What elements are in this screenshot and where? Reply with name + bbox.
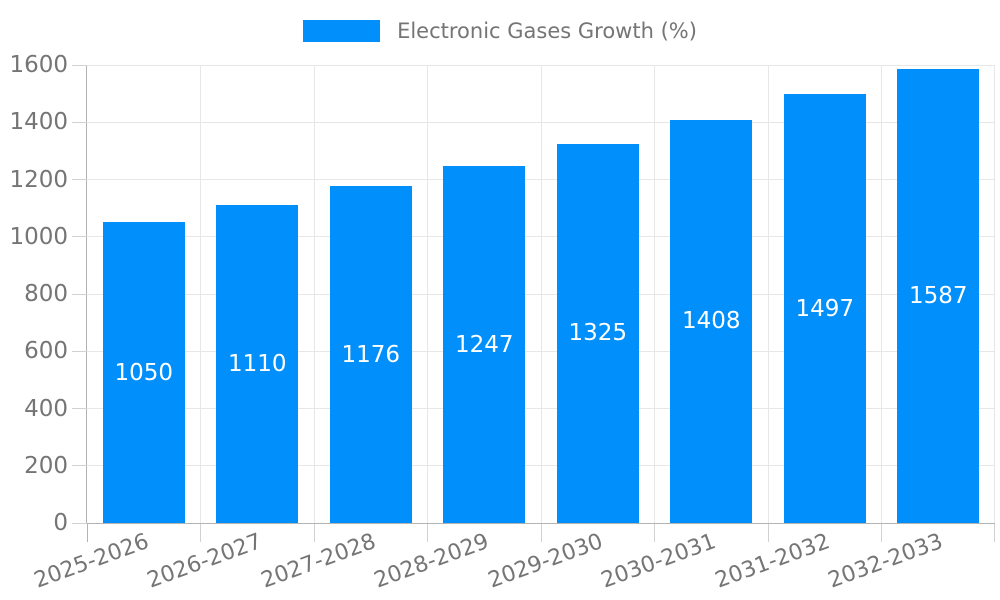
bar[interactable]: 1587: [897, 68, 980, 523]
bar-value-label: 1247: [454, 331, 514, 358]
bar-value-label: 1176: [341, 341, 401, 368]
x-tick: [200, 523, 201, 542]
x-gridline: [427, 65, 428, 523]
bar[interactable]: 1325: [556, 143, 639, 523]
y-tick: [72, 465, 87, 467]
y-axis-label: 1200: [9, 166, 68, 193]
x-tick: [654, 523, 655, 542]
x-gridline: [881, 65, 882, 523]
x-tick: [881, 523, 882, 542]
legend[interactable]: Electronic Gases Growth (%): [0, 20, 1000, 42]
x-tick: [86, 523, 88, 542]
y-axis-label: 0: [53, 510, 68, 536]
bar-value-label: 1110: [227, 351, 287, 378]
x-gridline: [540, 65, 542, 523]
y-axis-label: 1400: [9, 109, 68, 136]
y-axis-label: 1600: [9, 52, 68, 78]
y-tick: [72, 236, 87, 238]
legend-swatch: [303, 20, 381, 42]
y-axis-label: 200: [24, 452, 68, 479]
bar[interactable]: 1247: [443, 166, 526, 523]
y-gridline: [87, 522, 995, 524]
bar[interactable]: 1497: [783, 94, 866, 523]
x-gridline: [654, 65, 655, 523]
y-tick: [72, 408, 87, 409]
plot-area: 1050 1110 1176 1247 1325 1408 1497 1587: [87, 64, 995, 524]
bar-value-label: 1325: [568, 320, 628, 347]
x-tick: [767, 523, 769, 542]
y-tick: [72, 522, 87, 524]
bar[interactable]: 1110: [216, 205, 299, 523]
y-tick: [72, 293, 87, 295]
y-axis-label: 800: [24, 281, 68, 307]
x-tick: [540, 523, 542, 542]
y-tick: [72, 350, 87, 352]
x-gridline: [767, 65, 769, 523]
x-tick: [994, 523, 995, 542]
bar-value-label: 1587: [908, 282, 968, 309]
bar[interactable]: 1176: [329, 186, 412, 523]
y-tick: [72, 179, 87, 180]
bar-value-label: 1050: [114, 359, 174, 386]
x-gridline: [200, 65, 201, 523]
x-gridline: [313, 65, 315, 523]
bar[interactable]: 1408: [670, 119, 753, 523]
bar-value-label: 1408: [681, 308, 741, 335]
x-tick: [427, 523, 428, 542]
y-axis-label: 1000: [9, 223, 68, 250]
bar[interactable]: 1050: [102, 222, 185, 523]
y-axis-label: 400: [24, 395, 68, 422]
x-tick: [313, 523, 315, 542]
y-tick: [72, 121, 87, 123]
bar-value-label: 1497: [795, 295, 855, 322]
x-gridline: [994, 65, 995, 523]
y-axis-label: 600: [24, 338, 68, 365]
y-tick: [72, 64, 87, 66]
legend-label: Electronic Gases Growth (%): [397, 19, 697, 43]
